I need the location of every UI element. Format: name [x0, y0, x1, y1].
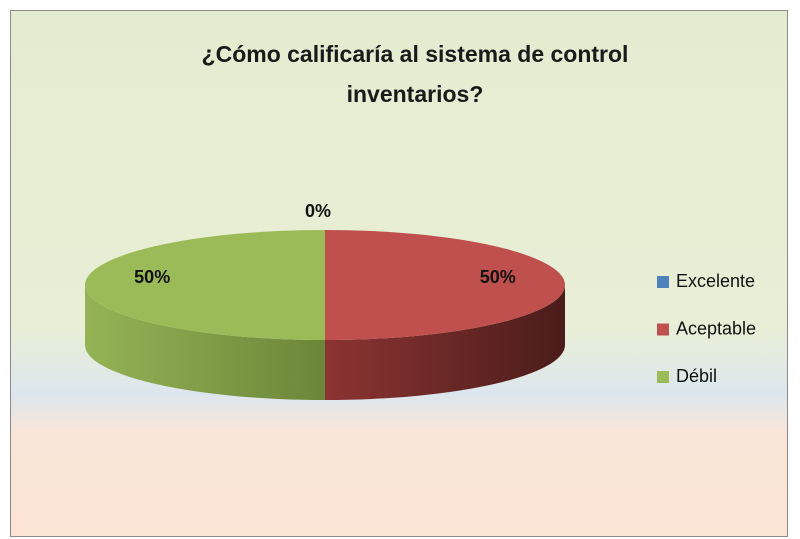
data-label: 50% — [480, 267, 516, 287]
slice-top — [85, 230, 325, 340]
legend-swatch — [657, 276, 669, 288]
legend-swatch — [657, 371, 669, 383]
data-label: 50% — [134, 267, 170, 287]
slice — [85, 230, 325, 400]
slice-top — [325, 230, 565, 340]
legend-label: Aceptable — [676, 318, 756, 338]
legend-swatch — [657, 323, 669, 336]
slice-side — [325, 285, 565, 400]
slice-side — [85, 285, 325, 400]
chart-title: ¿Cómo calificaría al sistema de control … — [201, 41, 629, 107]
legend-label: Excelente — [676, 271, 755, 291]
slice — [325, 230, 565, 400]
data-label: 0% — [305, 201, 331, 221]
legend-label: Débil — [676, 366, 717, 386]
